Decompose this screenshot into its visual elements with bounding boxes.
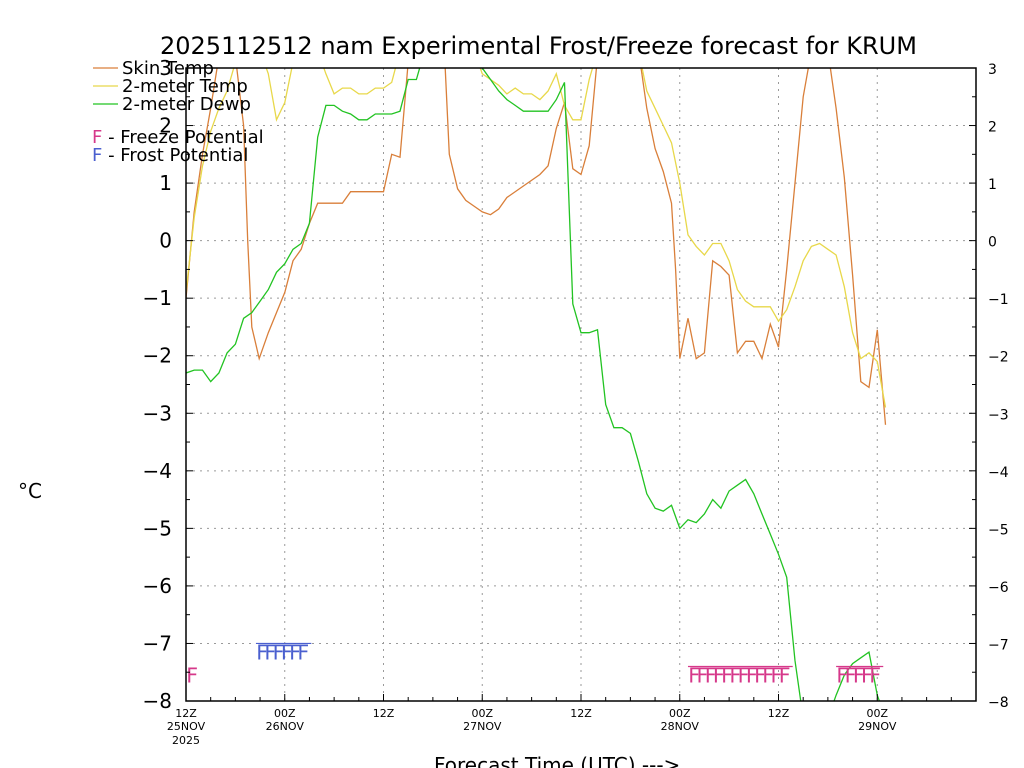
frost-flag: F bbox=[256, 640, 268, 664]
y-tick-label-right: −2 bbox=[988, 350, 1009, 366]
x-tick-date: 29NOV bbox=[858, 720, 897, 733]
freeze-flag: F bbox=[713, 663, 725, 687]
y-tick-label-right: 3 bbox=[988, 62, 997, 78]
freeze-flag: F bbox=[869, 663, 881, 687]
y-tick-label-right: −5 bbox=[988, 522, 1009, 538]
flag-legend-letter: F bbox=[92, 145, 102, 166]
grid-layer bbox=[186, 68, 976, 701]
freeze-flag: F bbox=[853, 663, 865, 687]
freeze-flag: F bbox=[746, 663, 758, 687]
y-axis-label: °C bbox=[18, 479, 42, 503]
x-tick-date: 25NOV bbox=[167, 720, 206, 733]
frost-flag: F bbox=[297, 640, 309, 664]
y-tick-label-left: −6 bbox=[143, 574, 172, 598]
x-tick-hour: 12Z bbox=[373, 707, 395, 720]
y-tick-label-right: 0 bbox=[988, 235, 997, 251]
flag-legend-text: - Freeze Potential bbox=[102, 127, 263, 148]
freeze-flag: F bbox=[729, 663, 741, 687]
freeze-flag: F bbox=[737, 663, 749, 687]
x-tick-hour: 00Z bbox=[274, 707, 296, 720]
frost-flag: F bbox=[272, 640, 284, 664]
x-tick-date: 26NOV bbox=[266, 720, 305, 733]
y-tick-label-left: −1 bbox=[143, 286, 172, 310]
freeze-flag: F bbox=[186, 663, 198, 687]
x-tick-hour: 12Z bbox=[175, 707, 197, 720]
y-tick-label-left: −7 bbox=[143, 631, 172, 655]
y-tick-label-left: 3 bbox=[159, 56, 172, 80]
legend-label: Skin Temp bbox=[122, 58, 214, 79]
series-layer bbox=[186, 68, 887, 701]
flag-legend-text: - Frost Potential bbox=[102, 145, 248, 166]
x-tick-date: 27NOV bbox=[463, 720, 502, 733]
flag-legend-entry: F - Freeze Potential bbox=[92, 127, 264, 148]
series-line-2-meter-dewp bbox=[186, 68, 881, 701]
y-tick-label-right: −3 bbox=[988, 407, 1009, 423]
freeze-flag: F bbox=[688, 663, 700, 687]
series-line-skin-temp bbox=[186, 68, 887, 425]
freeze-flag: F bbox=[770, 663, 782, 687]
flag-legend-entry: F - Frost Potential bbox=[92, 145, 248, 166]
chart-title: 2025112512 nam Experimental Frost/Freeze… bbox=[160, 32, 917, 60]
legend-label: 2-meter Temp bbox=[122, 76, 248, 97]
x-tick-hour: 12Z bbox=[570, 707, 592, 720]
legend-label: 2-meter Dewp bbox=[122, 94, 251, 115]
x-tick-year: 2025 bbox=[172, 734, 200, 747]
freeze-flag: F bbox=[861, 663, 873, 687]
freeze-flag: F bbox=[721, 663, 733, 687]
freeze-flag: F bbox=[844, 663, 856, 687]
y-tick-label-right: 1 bbox=[988, 177, 997, 193]
y-tick-label-left: 2 bbox=[159, 114, 172, 138]
y-tick-label-right: −7 bbox=[988, 637, 1009, 653]
y-tick-label-left: 1 bbox=[159, 171, 172, 195]
x-tick-date: 28NOV bbox=[661, 720, 700, 733]
x-axis-label: Forecast Time (UTC) ---> bbox=[434, 753, 680, 768]
y-tick-label-right: −1 bbox=[988, 292, 1009, 308]
freeze-flag: F bbox=[762, 663, 774, 687]
x-tick-hour: 00Z bbox=[866, 707, 888, 720]
series-line-2-meter-temp bbox=[186, 68, 887, 408]
y-tick-label-left: 0 bbox=[159, 229, 172, 253]
y-tick-label-left: −3 bbox=[143, 401, 172, 425]
y-tick-label-left: −2 bbox=[143, 344, 172, 368]
series-clip-group bbox=[186, 68, 887, 701]
y-tick-label-right: −6 bbox=[988, 580, 1009, 596]
y-tick-label-left: −4 bbox=[143, 459, 172, 483]
flag-legend-letter: F bbox=[92, 127, 102, 148]
y-tick-label-left: −8 bbox=[143, 689, 172, 713]
axis-layer: 3 3 2 2 1 1 0 0 −1 −1 −2 −2 −3 −3 −4 −4 −5 −5 −6 −6 −7 −7 −8 −8… bbox=[143, 56, 1009, 747]
y-tick-label-right: −8 bbox=[988, 695, 1009, 711]
frost-flag: F bbox=[281, 640, 293, 664]
y-tick-label-right: −4 bbox=[988, 465, 1009, 481]
freeze-flag: F bbox=[704, 663, 716, 687]
x-tick-hour: 00Z bbox=[471, 707, 493, 720]
x-tick-hour: 12Z bbox=[768, 707, 790, 720]
x-tick-hour: 00Z bbox=[669, 707, 691, 720]
freeze-flag: F bbox=[779, 663, 791, 687]
freeze-flag: F bbox=[696, 663, 708, 687]
y-tick-label-left: −5 bbox=[143, 516, 172, 540]
freeze-flag: F bbox=[836, 663, 848, 687]
frost-flag: F bbox=[289, 640, 301, 664]
frost-flag: F bbox=[264, 640, 276, 664]
y-tick-label-right: 2 bbox=[988, 120, 997, 136]
freeze-flag: F bbox=[754, 663, 766, 687]
